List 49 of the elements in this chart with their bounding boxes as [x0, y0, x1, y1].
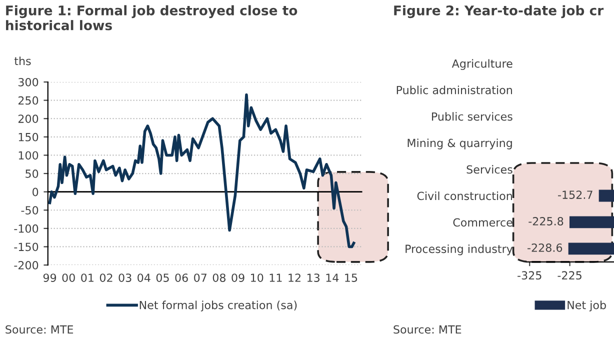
- x-tick-label: 15: [345, 274, 358, 282]
- y-tick-label: Civil construction: [417, 192, 512, 200]
- data-label: -228.6: [528, 244, 562, 252]
- y-tick-label: 100: [18, 151, 38, 160]
- x-tick-label: 03: [118, 274, 132, 282]
- x-tick-label: 09: [232, 274, 244, 282]
- y-tick-label: 200: [18, 114, 38, 123]
- y-tick-label: -200: [14, 261, 38, 270]
- x-tick-label: 00: [62, 274, 75, 282]
- chart-title: Figure 2: Year-to-date job cr: [394, 5, 604, 18]
- y-tick-label: 150: [18, 132, 38, 142]
- source-note: Source: MTE: [6, 325, 74, 334]
- y-tick-label: Agriculture: [452, 59, 512, 70]
- x-tick-label: 06: [175, 274, 188, 282]
- x-tick-label: -325: [518, 271, 542, 280]
- y-tick-label: 300: [18, 78, 38, 86]
- x-tick-label: 12: [288, 274, 300, 282]
- legend-label: Net job: [568, 300, 606, 312]
- x-tick-label: -225: [558, 271, 582, 280]
- x-tick-label: 13: [307, 274, 320, 282]
- x-tick-label: 11: [270, 274, 282, 282]
- y-tick-label: 0: [32, 188, 38, 196]
- y-tick-label: Public administration: [396, 86, 512, 94]
- chart-title: Figure 1: Formal job destroyed close to historical lows: [6, 5, 298, 30]
- x-tick-label: 10: [250, 274, 264, 282]
- line-series: [48, 93, 356, 248]
- y-tick-label: -100: [14, 224, 38, 233]
- source-note: Source: MTE: [394, 325, 462, 334]
- data-label: -225.8: [528, 217, 564, 226]
- legend-label: Net formal jobs creation (sa): [140, 300, 297, 312]
- y-tick-label: Commerce: [453, 218, 512, 227]
- y-tick-label: -50: [21, 206, 38, 215]
- x-tick-label: 02: [100, 274, 112, 282]
- x-tick-label: 14: [326, 274, 339, 282]
- x-tick-label: 04: [138, 274, 150, 282]
- data-label: -152.7: [558, 190, 592, 199]
- y-tick-label: 50: [26, 169, 38, 178]
- x-tick-label: 07: [194, 274, 206, 282]
- y-axis-title: ths: [14, 56, 31, 66]
- x-tick-label: 01: [81, 274, 94, 282]
- x-tick-label: 05: [156, 274, 169, 282]
- y-tick-label: -150: [14, 242, 38, 252]
- x-tick-label: 99: [43, 274, 56, 282]
- y-tick-label: Services: [466, 165, 512, 174]
- y-tick-label: Public services: [432, 112, 512, 121]
- y-tick-label: Mining & quarrying: [408, 138, 512, 150]
- y-tick-label: Processing industry: [406, 244, 513, 256]
- x-tick-label: 08: [212, 274, 226, 282]
- y-tick-label: 250: [18, 96, 38, 105]
